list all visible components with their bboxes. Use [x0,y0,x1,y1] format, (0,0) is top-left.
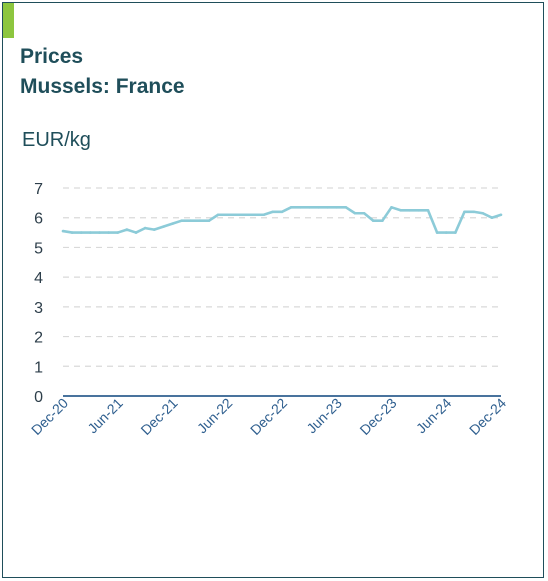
data-point [225,213,229,217]
data-point [298,206,302,209]
data-point [454,231,457,234]
data-point [490,216,494,220]
data-point [70,231,74,234]
y-tick-label: 3 [34,300,43,317]
data-point [381,219,384,222]
data-point [326,206,329,209]
accent-bar [3,3,14,38]
data-point [463,210,466,214]
data-point [435,231,439,234]
x-tick-label: Dec-24 [466,395,509,438]
data-point [335,206,339,209]
data-point [408,208,412,212]
data-point [98,231,101,234]
y-tick-label: 1 [34,359,43,376]
data-point [152,228,156,231]
y-tick-label: 4 [34,270,43,287]
y-tick-label: 7 [34,181,43,198]
data-point [308,206,311,209]
x-tick-label: Dec-23 [356,395,399,438]
data-point [499,213,503,217]
y-tick-label: 0 [34,389,43,406]
data-point [89,231,92,234]
data-point [244,213,247,217]
data-point [353,211,357,215]
data-point [125,228,129,231]
data-point [216,213,220,217]
x-tick-label: Jun-21 [84,395,126,437]
data-point [472,210,475,214]
y-tick-label: 5 [34,240,43,257]
data-point [390,206,393,209]
y-tick-label: 2 [34,330,43,347]
data-point [444,231,448,234]
x-tick-label: Dec-21 [137,395,180,438]
data-point [143,226,147,230]
y-tick-label: 6 [34,211,43,228]
data-point [207,219,211,222]
x-tick-label: Jun-22 [194,395,236,437]
data-point [371,219,375,222]
data-point [107,231,110,234]
data-point [362,211,366,215]
chart-subtitle: Mussels: France [20,75,185,98]
data-point [426,208,430,212]
data-point [289,206,293,209]
data-point [417,208,421,212]
chart-title: Prices [20,45,84,68]
data-point [180,219,183,222]
data-point [280,210,284,214]
data-point [134,231,138,234]
data-point [271,210,275,214]
data-point [235,213,238,217]
x-tick-label: Dec-22 [247,395,290,438]
data-point [317,206,320,209]
data-point [61,229,65,233]
data-point [162,225,165,228]
x-tick-label: Jun-23 [303,395,345,437]
data-point [399,208,402,212]
data-point [344,206,348,209]
data-point [79,231,83,234]
data-point [262,213,266,217]
y-axis-unit-label: EUR/kg [22,129,91,151]
data-point [189,219,193,222]
data-point [171,222,174,225]
data-point [481,211,485,215]
x-tick-label: Jun-24 [413,395,455,437]
data-point [116,231,120,234]
data-point [253,213,256,217]
data-point [198,219,202,222]
